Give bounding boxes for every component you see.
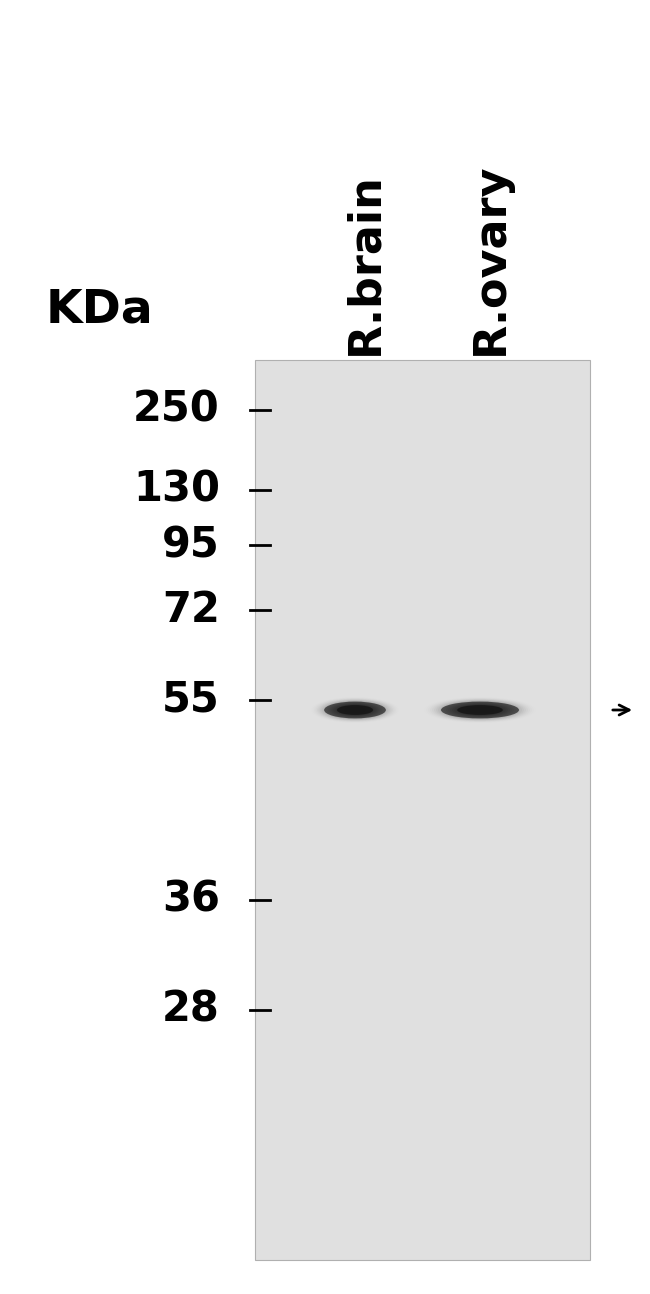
Ellipse shape — [334, 704, 376, 716]
Ellipse shape — [468, 708, 492, 713]
Ellipse shape — [462, 705, 498, 714]
Ellipse shape — [325, 701, 385, 719]
Ellipse shape — [466, 707, 494, 713]
Ellipse shape — [347, 708, 363, 712]
Ellipse shape — [332, 703, 379, 717]
Text: KDa: KDa — [46, 287, 154, 333]
Ellipse shape — [454, 704, 506, 716]
Ellipse shape — [350, 709, 359, 712]
Ellipse shape — [352, 709, 358, 710]
Text: 250: 250 — [133, 389, 220, 431]
Bar — [255, 360, 590, 1260]
Ellipse shape — [472, 708, 488, 712]
Ellipse shape — [450, 703, 510, 717]
Ellipse shape — [346, 708, 365, 713]
Ellipse shape — [456, 704, 504, 716]
Text: 130: 130 — [133, 468, 220, 511]
Ellipse shape — [464, 707, 496, 714]
Ellipse shape — [324, 701, 386, 718]
Ellipse shape — [337, 705, 372, 716]
Ellipse shape — [348, 708, 361, 712]
Ellipse shape — [341, 705, 369, 714]
Ellipse shape — [444, 701, 516, 718]
Ellipse shape — [441, 701, 519, 718]
Ellipse shape — [337, 705, 373, 714]
Text: 55: 55 — [162, 679, 220, 721]
Text: 36: 36 — [162, 879, 220, 921]
Ellipse shape — [476, 709, 484, 710]
Ellipse shape — [330, 703, 380, 717]
Ellipse shape — [457, 705, 503, 714]
Ellipse shape — [442, 701, 518, 719]
Ellipse shape — [339, 705, 371, 714]
Ellipse shape — [470, 708, 490, 712]
Text: 28: 28 — [162, 989, 220, 1031]
Text: R.brain: R.brain — [343, 172, 387, 355]
Ellipse shape — [328, 703, 382, 718]
Ellipse shape — [474, 709, 486, 712]
Ellipse shape — [448, 703, 512, 717]
Ellipse shape — [452, 704, 508, 717]
Text: 95: 95 — [162, 524, 220, 565]
Ellipse shape — [336, 704, 374, 716]
Ellipse shape — [344, 707, 366, 713]
Ellipse shape — [326, 701, 384, 718]
Ellipse shape — [458, 705, 502, 716]
Ellipse shape — [446, 703, 514, 718]
Ellipse shape — [460, 705, 500, 714]
Ellipse shape — [333, 704, 377, 717]
Text: R.ovary: R.ovary — [469, 163, 512, 355]
Ellipse shape — [343, 707, 368, 714]
Text: 72: 72 — [162, 589, 220, 631]
